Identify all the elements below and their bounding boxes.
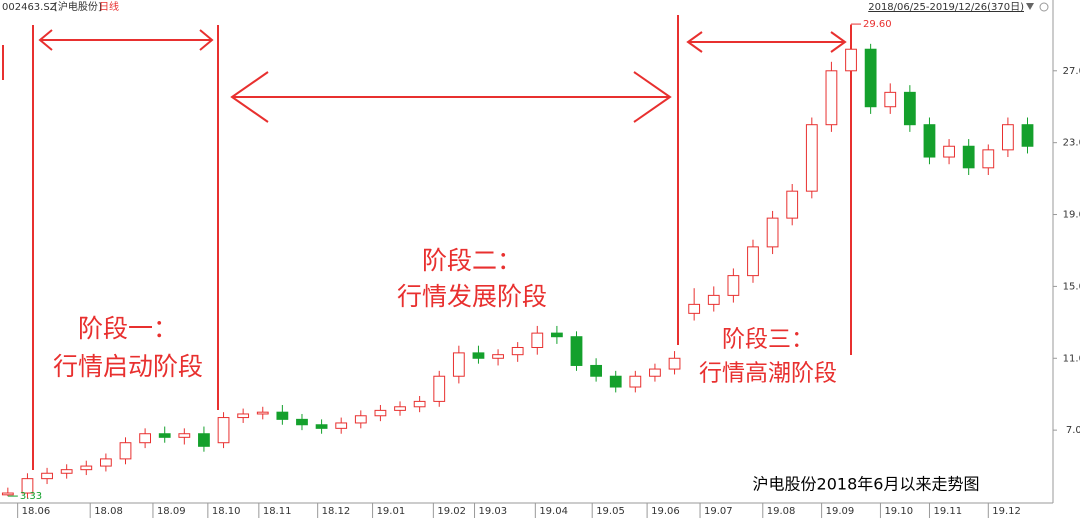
candle-body xyxy=(707,294,720,305)
candle-body xyxy=(237,413,250,419)
candle-body xyxy=(511,346,524,356)
stage-subtitle: 行情高潮阶段 xyxy=(699,361,837,387)
candle-body xyxy=(335,422,348,429)
candle-body xyxy=(845,48,857,72)
candle-body xyxy=(747,246,759,277)
candle-body xyxy=(354,415,367,424)
stage-title: 阶段二： xyxy=(422,246,522,275)
candle-body xyxy=(786,190,799,219)
candle-body xyxy=(217,417,230,444)
candle-body xyxy=(551,332,563,338)
stage-title: 阶段一： xyxy=(78,314,178,343)
candle-body xyxy=(649,368,661,377)
arrow xyxy=(38,29,214,51)
candle-body xyxy=(276,411,289,420)
arrow xyxy=(686,31,847,53)
candle-body xyxy=(590,364,603,377)
candle-body xyxy=(766,217,779,248)
x-tick-label: 19.08 xyxy=(767,506,796,517)
y-tick-label: 11.00 xyxy=(1063,353,1080,364)
candle-body xyxy=(296,418,308,426)
candle-body xyxy=(472,352,485,359)
candle-body xyxy=(1021,124,1034,147)
x-tick-label: 19.05 xyxy=(596,506,625,517)
candle-body xyxy=(413,400,426,408)
candle-body xyxy=(41,472,53,480)
caption: 沪电股份2018年6月以来走势图 xyxy=(753,475,980,494)
candle-body xyxy=(531,332,544,348)
candle-body xyxy=(119,442,132,460)
candle-body xyxy=(825,70,838,126)
candle-body xyxy=(492,354,504,359)
candle-body xyxy=(688,303,701,314)
dropdown-icon[interactable] xyxy=(1026,3,1034,10)
candle-body xyxy=(178,433,191,438)
period: 日线 xyxy=(99,0,119,13)
stock-code: 002463.SZ xyxy=(2,2,57,13)
x-tick-label: 19.09 xyxy=(826,506,855,517)
candle-body xyxy=(727,275,740,296)
y-tick-label: 23.00 xyxy=(1063,138,1080,149)
candle-body xyxy=(256,411,269,415)
candle-body xyxy=(80,465,93,471)
arrow xyxy=(230,71,672,123)
x-tick-label: 19.07 xyxy=(704,506,733,517)
candle-body xyxy=(139,433,151,444)
candle-body xyxy=(962,145,975,169)
candle-body xyxy=(570,336,583,366)
x-tick-label: 18.08 xyxy=(94,506,123,517)
x-tick-label: 18.06 xyxy=(22,506,51,517)
y-tick-label: 15.00 xyxy=(1063,281,1080,292)
candle-body xyxy=(315,424,328,429)
candle-body xyxy=(982,149,995,169)
x-tick-label: 19.02 xyxy=(437,506,466,517)
x-tick-label: 19.06 xyxy=(651,506,680,517)
y-tick-label: 19.00 xyxy=(1063,210,1080,221)
candle-body xyxy=(629,375,642,388)
candle-body xyxy=(394,406,406,411)
x-tick-label: 19.03 xyxy=(479,506,508,517)
candle-body xyxy=(668,357,681,370)
candle-body xyxy=(884,91,897,108)
candle-body xyxy=(805,124,818,192)
candle-body xyxy=(923,124,936,158)
x-tick-label: 19.10 xyxy=(884,506,913,517)
y-tick-label: 27.00 xyxy=(1063,66,1080,77)
candle-body xyxy=(1,492,14,496)
candle-body xyxy=(158,433,171,438)
annotations xyxy=(2,15,852,470)
candle-body xyxy=(99,458,112,467)
x-tick-label: 18.10 xyxy=(212,506,241,517)
max-label: 29.60 xyxy=(863,19,892,30)
candle-body xyxy=(198,433,210,447)
candle-body xyxy=(1002,124,1014,151)
candle-body xyxy=(433,375,446,402)
settings-icon[interactable] xyxy=(1039,2,1049,12)
stage-subtitle: 行情发展阶段 xyxy=(397,282,547,311)
y-tick-label: 7.00 xyxy=(1066,425,1080,436)
candle-body xyxy=(943,145,955,158)
candle-body xyxy=(452,352,465,377)
candle-body xyxy=(864,48,877,108)
candle-body xyxy=(60,469,73,474)
x-tick-label: 19.12 xyxy=(992,506,1021,517)
stage-subtitle: 行情启动阶段 xyxy=(53,352,203,381)
candle-body xyxy=(21,478,34,494)
x-tick-label: 18.12 xyxy=(322,506,351,517)
candle-body xyxy=(609,375,622,388)
x-tick-label: 19.01 xyxy=(377,506,406,517)
candle-body xyxy=(903,91,916,126)
x-tick-label: 18.11 xyxy=(263,506,292,517)
x-tick-label: 18.09 xyxy=(157,506,186,517)
date-range: 2018/06/25-2019/12/26(370日) xyxy=(868,2,1024,13)
stock-name: [沪电股份] xyxy=(54,0,102,13)
candle-body xyxy=(374,409,387,417)
x-tick-label: 19.11 xyxy=(933,506,962,517)
stage-title: 阶段三： xyxy=(722,327,814,353)
min-label: 3.33 xyxy=(20,491,42,502)
x-tick-label: 19.04 xyxy=(539,506,568,517)
